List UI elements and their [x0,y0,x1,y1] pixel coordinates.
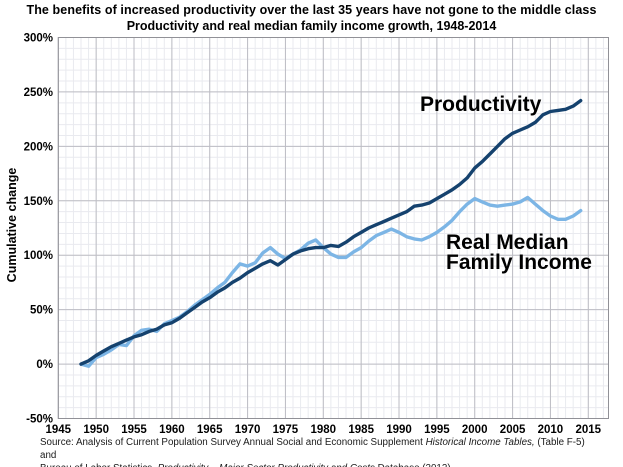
y-tick-label: 100% [24,250,53,262]
median-income-label: Real Median Family Income [446,231,592,274]
gridlines-major [57,37,609,419]
productivity-line [79,98,583,366]
x-tick-label: 1970 [235,424,261,436]
source-note: Source: Analysis of Current Population S… [40,436,600,467]
x-tick-label: 1960 [159,424,185,436]
median-label-line1: Real Median [446,231,569,254]
x-tick-label: 2000 [462,424,488,436]
x-tick-label: 1980 [311,424,337,436]
x-tick-label: 2010 [538,424,564,436]
productivity-label: Productivity [420,93,542,116]
x-tick-label: 1965 [197,424,223,436]
y-tick-label: 200% [24,141,53,153]
y-tick-label: 250% [24,87,53,99]
x-tick-label: 1975 [273,424,299,436]
y-tick-label: 300% [24,33,53,45]
y-tick-label: 50% [30,305,53,317]
plot-border [57,37,610,419]
x-tick-label: 1990 [386,424,412,436]
chart-title: The benefits of increased productivity o… [26,3,597,17]
source-line: Source: Analysis of Current Population S… [40,437,585,461]
x-tick-label: 2005 [500,424,526,436]
source-line: Bureau of Labor Statistics, Productivity… [40,462,600,467]
median-label-line2: Family Income [446,251,592,274]
y-tick-label: 150% [24,196,53,208]
tick-labels: 1945 1950 1955 1960 1965 1970 1975 1980 1985 1990… [24,33,602,437]
y-tick-label: -50% [26,414,53,426]
x-tick-label: 1955 [121,424,147,436]
x-tick-label: 1950 [83,424,109,436]
y-tick-label: 0% [36,359,53,371]
x-tick-label: 1995 [424,424,450,436]
x-tick-label: 1945 [46,424,72,436]
x-tick-label: 2015 [576,424,602,436]
x-tick-label: 1985 [348,424,374,436]
chart-subtitle: Productivity and real median family inco… [126,19,497,33]
